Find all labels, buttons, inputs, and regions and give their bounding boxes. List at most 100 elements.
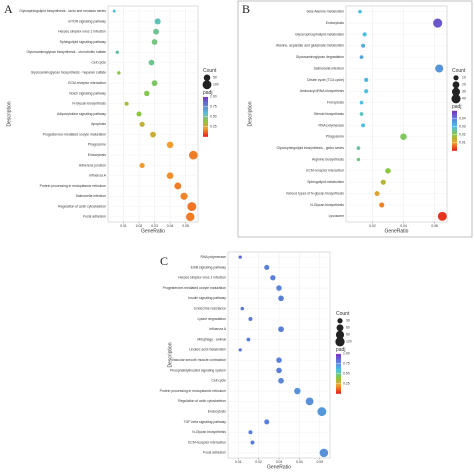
dot (186, 212, 195, 222)
legend-dot (337, 318, 343, 324)
dot (240, 306, 245, 311)
dot (264, 419, 270, 425)
y-tick-label: Sphingolipid metabolism (307, 180, 344, 184)
legend-label: 90 (346, 333, 350, 337)
dot (364, 89, 369, 94)
dot (317, 407, 327, 417)
y-tick-label: Glycosphingolipid biosynthesis - lacto a… (19, 9, 106, 13)
y-tick-label: Herpes simplex virus 1 infection (178, 276, 226, 280)
dot (433, 18, 443, 28)
dot (380, 179, 386, 185)
x-tick-label: 0.01 (120, 224, 127, 228)
y-tick-label: TGF-beta signaling pathway (184, 420, 227, 424)
dot (385, 168, 391, 174)
panel-frame (237, 0, 473, 238)
dot (112, 9, 116, 13)
legend-label: 50 (213, 76, 217, 80)
color-tick-label: 1.00 (343, 352, 350, 356)
dot (238, 348, 242, 352)
y-tick-label: Arginine biosynthesis (312, 157, 344, 161)
legend-title: padj (336, 347, 345, 353)
color-tick-label: 1.00 (210, 95, 217, 99)
y-tick-label: Cell cycle (91, 60, 106, 64)
x-axis-title: GeneRatio (141, 228, 165, 234)
y-tick-label: Ferroptosis (327, 101, 344, 105)
legend-label: 10 (462, 76, 466, 80)
legend-label: 40 (462, 97, 466, 101)
dot (151, 39, 158, 45)
y-tick-label: Citrate cycle (TCA cycle) (307, 78, 344, 82)
y-tick-label: Salmonella infection (314, 66, 344, 70)
panel-label: C (160, 254, 168, 268)
y-tick-label: ECM-receptor interaction (306, 169, 344, 173)
dot (437, 211, 447, 221)
y-tick-label: Linoleic acid metabolism (189, 348, 226, 352)
legend-dot (336, 324, 344, 332)
legend-dot (451, 87, 461, 96)
x-tick-label: 0.02 (369, 224, 376, 228)
dot (246, 337, 251, 342)
y-tick-label: Glycosphingolipid biosynthesis - globo s… (277, 146, 345, 150)
color-tick-label: 0.02 (459, 133, 466, 137)
color-tick-label: 0.03 (459, 125, 466, 129)
y-tick-label: Vascular smooth muscle contraction (172, 358, 226, 362)
x-tick-label: 0.03 (151, 224, 158, 228)
dot (276, 357, 282, 363)
dot (180, 192, 188, 200)
y-tick-label: Lysine degradation (197, 317, 226, 321)
y-tick-label: mTOR signaling pathway (68, 19, 106, 23)
dot (358, 9, 362, 14)
y-tick-label: Progesterone-mediated oocyte maturation (43, 132, 106, 136)
legend-dot (451, 94, 461, 104)
dot (361, 123, 366, 128)
y-axis-title: Description (167, 342, 173, 367)
legend-dot (335, 330, 345, 339)
dot (166, 172, 174, 180)
y-tick-label: N-Glycan biosynthesis (310, 203, 344, 207)
x-tick-label: 0.03 (276, 460, 283, 464)
dot (435, 64, 444, 73)
dot (166, 141, 174, 149)
dot (136, 111, 142, 117)
y-tick-label: Aminoacyl-tRNA biosynthesis (300, 89, 345, 93)
dot (400, 133, 407, 140)
x-tick-label: 0.06 (431, 224, 438, 228)
y-tick-label: N-Glycan biosynthesis (192, 430, 226, 434)
legend-label: 100 (213, 83, 219, 87)
y-tick-label: Protein processing in endoplasmic reticu… (160, 389, 227, 393)
y-tick-label: Alanine, aspartate and glutamate metabol… (276, 44, 344, 48)
color-tick-label: 0.50 (343, 372, 350, 376)
y-tick-label: Sphingolipid signaling pathway (60, 40, 107, 44)
y-tick-label: Salmonella infection (76, 194, 106, 198)
y-tick-label: Endocytosis (326, 21, 345, 25)
dot (278, 295, 284, 302)
y-tick-label: Steroid biosynthesis (314, 112, 345, 116)
y-tick-label: Adherens junction (79, 163, 106, 167)
y-tick-label: Regulation of actin cytoskeleton (178, 399, 226, 403)
dot (362, 32, 367, 37)
dot (139, 121, 145, 127)
x-axis-title: GeneRatio (267, 464, 291, 470)
legend-label: 20 (462, 83, 466, 87)
legend-title: padj (203, 90, 212, 96)
y-tick-label: ECM-receptor interaction (68, 81, 106, 85)
dot (356, 146, 361, 150)
y-tick-label: Influenza A (209, 327, 227, 331)
x-tick-label: 0.05 (182, 224, 189, 228)
y-tick-label: Glycosaminoglycan biosynthesis - heparan… (31, 71, 107, 75)
y-tick-label: ErbB signaling pathway (191, 265, 227, 269)
y-tick-label: Progesterone-mediated oocyte maturation (163, 286, 226, 290)
color-tick-label: 0.75 (210, 105, 217, 109)
y-tick-label: Glycosaminoglycan degradation (296, 55, 344, 59)
y-tick-label: Influenza A (89, 174, 107, 178)
dot (270, 275, 276, 281)
dot (151, 80, 158, 87)
panel-label: B (242, 2, 250, 16)
dot (248, 316, 253, 321)
dot (139, 162, 145, 169)
dot (154, 18, 161, 25)
y-tick-label: ECM-receptor interaction (188, 440, 226, 444)
dot (153, 28, 160, 35)
x-axis-title: GeneRatio (385, 228, 409, 234)
legend-dot (202, 80, 212, 90)
